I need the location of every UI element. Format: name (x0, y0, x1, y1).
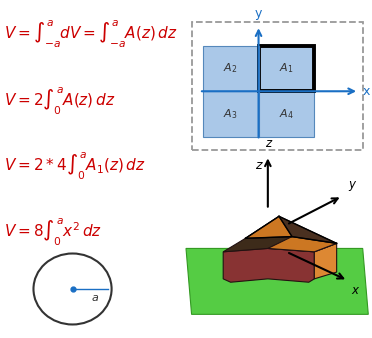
Text: $\it{A_4}$: $\it{A_4}$ (279, 107, 294, 121)
Polygon shape (268, 237, 337, 252)
Bar (259, 46, 314, 91)
Text: $V = \int_{-a}^{a} dV = \int_{-a}^{a} A(z)\,dz$: $V = \int_{-a}^{a} dV = \int_{-a}^{a} A(… (4, 19, 177, 50)
Circle shape (33, 254, 112, 324)
Text: a: a (92, 293, 99, 303)
Text: x: x (352, 284, 359, 297)
Polygon shape (314, 243, 337, 279)
Polygon shape (223, 248, 314, 282)
Text: $\it{A_2}$: $\it{A_2}$ (224, 62, 238, 75)
Bar (203, 46, 314, 137)
Polygon shape (246, 216, 337, 243)
Text: $\it{A_1}$: $\it{A_1}$ (279, 62, 294, 75)
Text: z: z (265, 138, 271, 150)
Bar (192, 22, 363, 150)
Polygon shape (186, 248, 368, 314)
Text: $\it{A_3}$: $\it{A_3}$ (224, 107, 238, 121)
Polygon shape (246, 216, 292, 238)
Text: x: x (363, 85, 370, 98)
Polygon shape (223, 237, 337, 252)
Text: $V = 8\int_{0}^{a} x^2\,dz$: $V = 8\int_{0}^{a} x^2\,dz$ (4, 216, 102, 248)
Text: y: y (255, 7, 262, 20)
Text: y: y (348, 178, 355, 191)
Text: $V = 2\int_{0}^{a} A(z)\,dz$: $V = 2\int_{0}^{a} A(z)\,dz$ (4, 86, 115, 118)
Text: z: z (255, 159, 262, 172)
Text: $V = 2 * 4\int_{0}^{a} A_1(z)\,dz$: $V = 2 * 4\int_{0}^{a} A_1(z)\,dz$ (4, 150, 145, 182)
